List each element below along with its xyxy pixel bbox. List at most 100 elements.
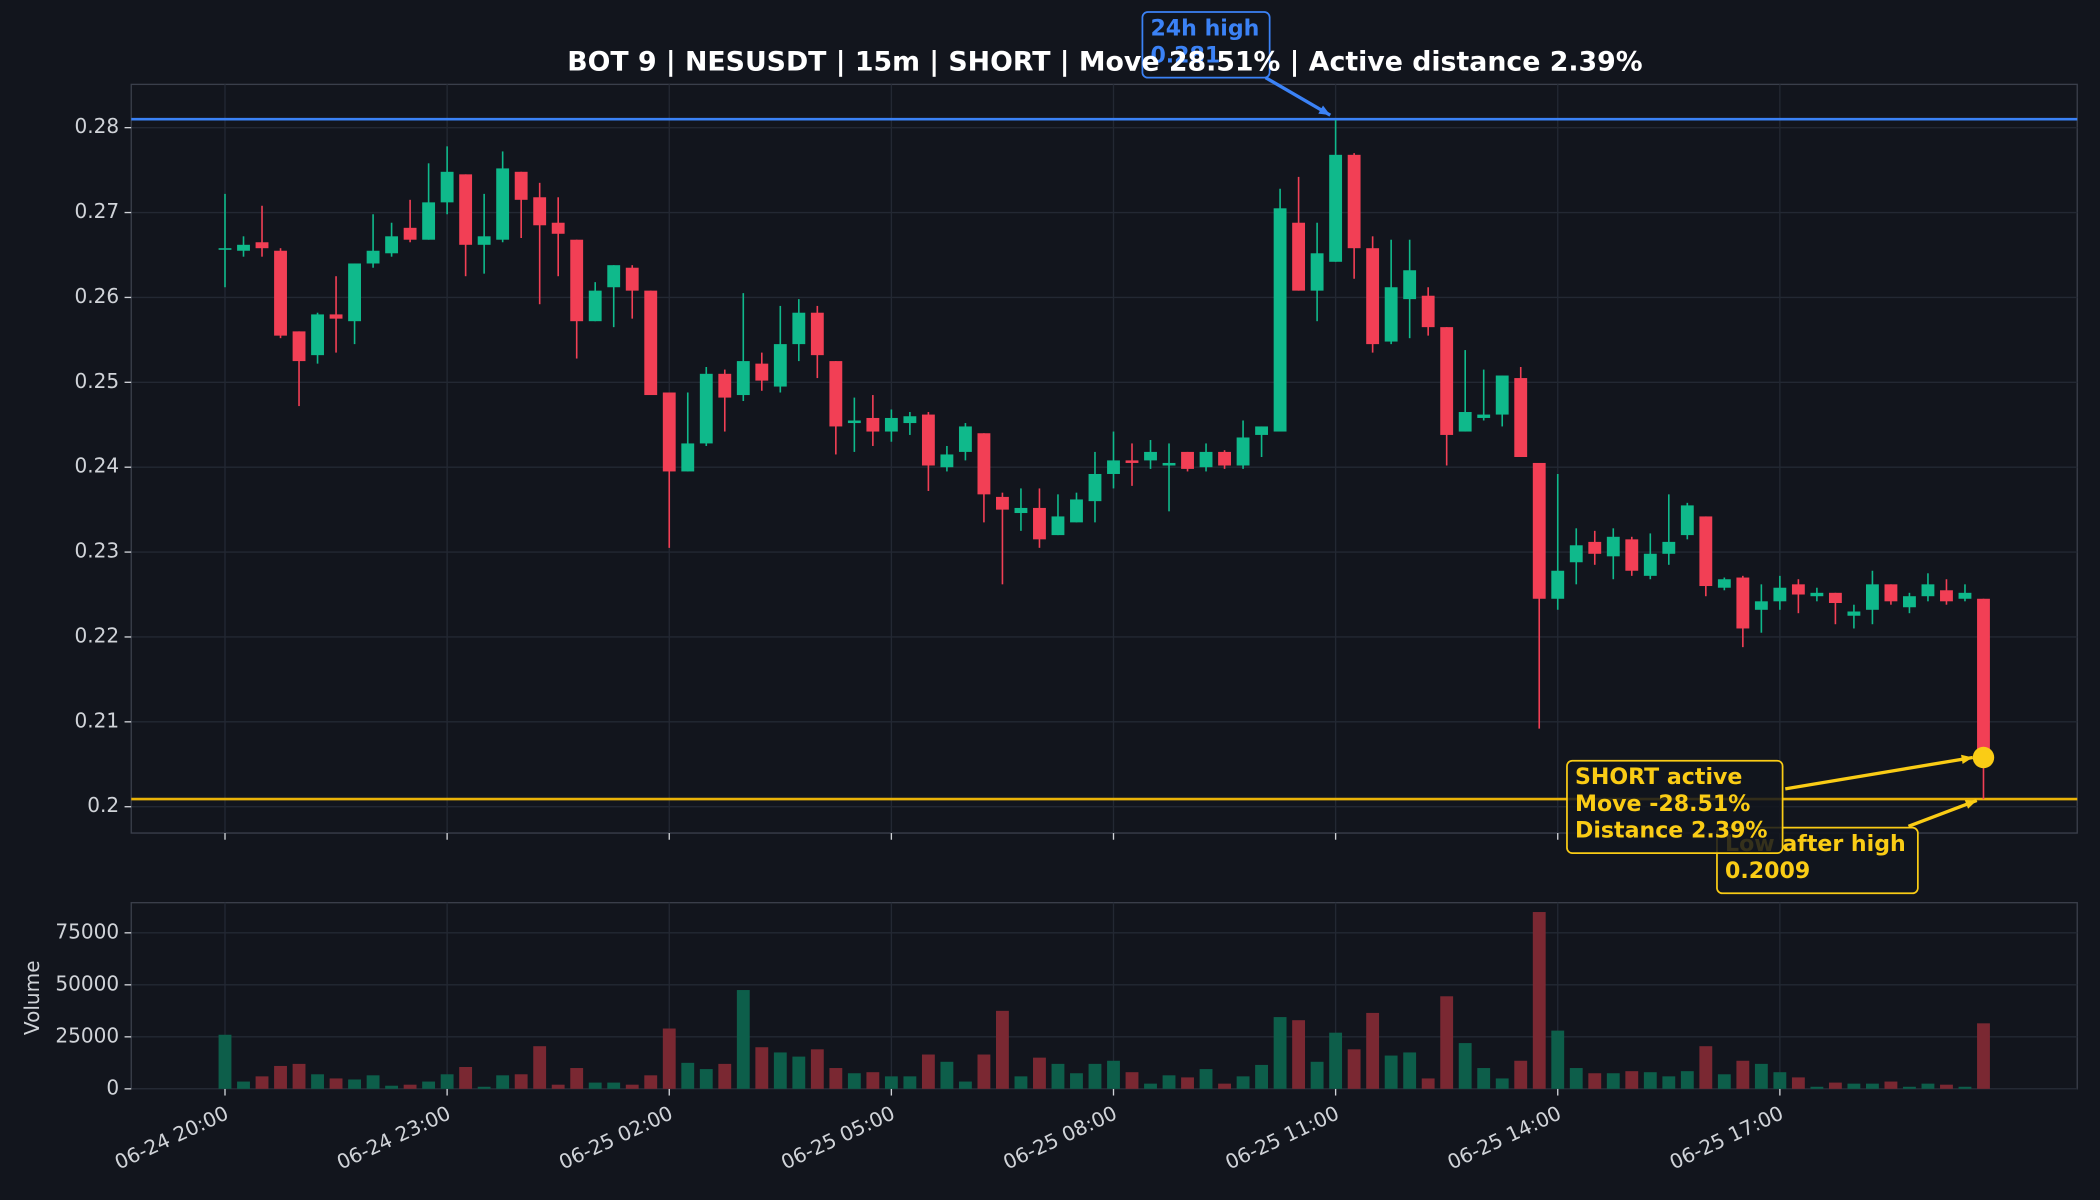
volume-bar xyxy=(1014,1076,1028,1089)
volume-bar xyxy=(218,1034,232,1089)
candle-body xyxy=(1236,437,1250,466)
candle-body xyxy=(1847,611,1861,616)
volume-bar xyxy=(1588,1073,1602,1089)
volume-bar xyxy=(681,1062,695,1089)
candle-body xyxy=(1903,596,1916,608)
candle-body xyxy=(625,267,639,291)
candle-body xyxy=(662,392,676,472)
candle-body xyxy=(1551,570,1565,599)
volume-bar xyxy=(1791,1077,1805,1089)
volume-bar xyxy=(1532,912,1546,1089)
volume-bar xyxy=(625,1084,639,1089)
candle-body xyxy=(1736,577,1750,629)
volume-bar xyxy=(1865,1083,1879,1089)
volume-bar xyxy=(1199,1069,1213,1089)
candle-body xyxy=(1773,587,1787,602)
volume-bar xyxy=(1255,1064,1269,1089)
volume-bar xyxy=(662,1028,676,1089)
volume-bar xyxy=(866,1072,880,1089)
volume-bar xyxy=(1458,1043,1472,1089)
candle-body xyxy=(1144,451,1157,461)
volume-bar xyxy=(1495,1078,1509,1089)
volume-bar xyxy=(773,1052,787,1089)
volume-bar xyxy=(1162,1075,1176,1089)
volume-bar xyxy=(422,1081,436,1089)
volume-bar xyxy=(1125,1072,1139,1089)
candle-body xyxy=(348,263,362,322)
candle-body xyxy=(1218,451,1231,466)
y-tick-label: 0.28 xyxy=(74,114,119,138)
y-tick-label: 0.2 xyxy=(87,793,119,817)
candle-body xyxy=(829,361,843,427)
candle-body xyxy=(1458,412,1472,432)
y-tick-label: 25000 xyxy=(55,1023,119,1047)
candle-body xyxy=(255,242,269,249)
volume-bar xyxy=(755,1047,769,1089)
volume-bar xyxy=(1569,1068,1583,1089)
candle-body xyxy=(847,420,861,424)
volume-bar xyxy=(588,1082,602,1089)
volume-bar xyxy=(551,1084,565,1089)
candle-body xyxy=(1569,545,1583,563)
candle-body xyxy=(1384,287,1398,342)
candle-body xyxy=(996,496,1009,510)
candle-body xyxy=(1421,295,1435,328)
candle-body xyxy=(810,312,824,356)
volume-bar xyxy=(1236,1076,1250,1089)
volume-bar xyxy=(514,1074,528,1089)
volume-bar xyxy=(829,1068,843,1089)
candle-body xyxy=(1514,378,1528,458)
volume-bar xyxy=(1625,1071,1639,1089)
annotation-text: 0.281 xyxy=(1150,42,1220,68)
candle-body xyxy=(366,250,380,264)
y-tick-label: 0.27 xyxy=(74,199,119,223)
volume-bar xyxy=(921,1054,935,1089)
volume-bar xyxy=(1643,1072,1657,1089)
volume-bar xyxy=(1366,1012,1380,1089)
candle-body xyxy=(533,197,547,226)
candle-body xyxy=(403,227,417,240)
annotation-arrow xyxy=(1264,76,1332,117)
volume-bar xyxy=(366,1075,380,1089)
volume-bar xyxy=(1958,1086,1972,1089)
volume-bar xyxy=(459,1066,473,1089)
volume-bar xyxy=(1329,1032,1343,1089)
candle-body xyxy=(1403,270,1417,300)
candle-body xyxy=(1940,590,1953,602)
volume-bar xyxy=(1551,1030,1565,1089)
volume-bar xyxy=(1218,1083,1231,1089)
candle-body xyxy=(218,248,232,250)
candle-body xyxy=(1070,499,1083,523)
volume-bar xyxy=(329,1078,343,1089)
candle-body xyxy=(1828,592,1842,604)
candle-body xyxy=(1495,375,1509,415)
candle-body xyxy=(1958,592,1972,599)
volume-bar xyxy=(1680,1071,1694,1089)
candle-body xyxy=(903,416,917,424)
candle-body xyxy=(1051,516,1065,536)
candle-body xyxy=(792,312,806,345)
volume-bar xyxy=(533,1046,547,1089)
candle-body xyxy=(292,331,306,362)
volume-bar xyxy=(977,1054,991,1089)
volume-bar xyxy=(1403,1052,1417,1089)
volume-bar xyxy=(1921,1083,1935,1089)
volume-bar xyxy=(496,1075,510,1089)
volume-bar xyxy=(792,1056,806,1089)
candle-body xyxy=(681,443,695,472)
y-tick-label: 0.25 xyxy=(74,369,119,393)
volume-bar xyxy=(1384,1055,1398,1089)
volume-bar xyxy=(1754,1063,1768,1089)
candle-body xyxy=(1643,553,1657,576)
volume-bar xyxy=(1273,1017,1287,1089)
candle-body xyxy=(736,361,750,396)
volume-bar xyxy=(1070,1073,1083,1089)
candle-body xyxy=(311,314,324,356)
candle-body xyxy=(884,417,898,432)
candle-body xyxy=(1625,539,1639,571)
y-axis-label: Volume xyxy=(20,960,44,1035)
volume-bar xyxy=(1144,1083,1157,1089)
volume-bar xyxy=(1699,1046,1713,1089)
annotation-arrowhead xyxy=(1964,799,1977,809)
